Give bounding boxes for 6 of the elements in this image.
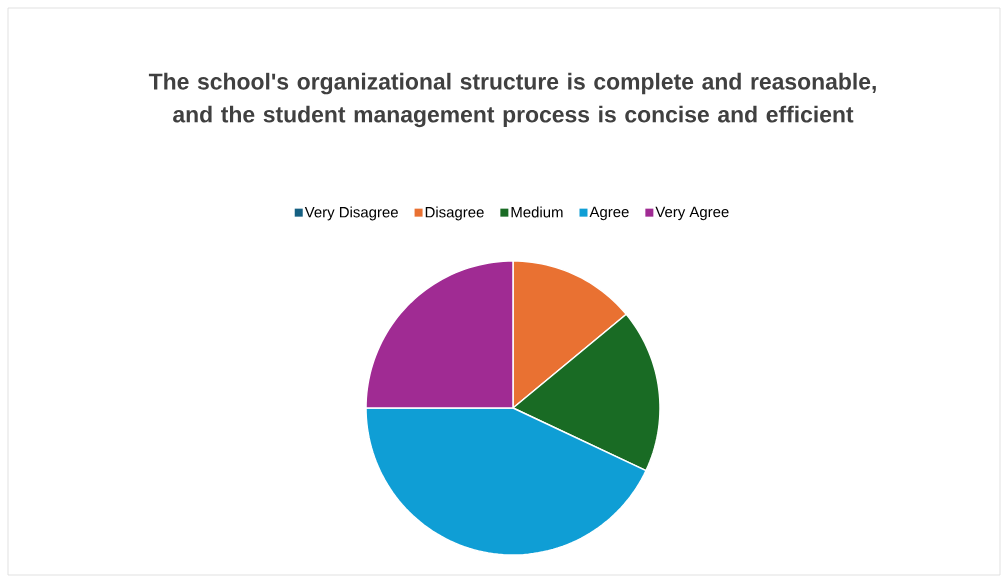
legend-label: Agree (589, 206, 629, 221)
legend-label: Disagree (425, 206, 484, 221)
legend-label: Medium (511, 206, 563, 218)
chart-title: The school's organizational structure is complete and reasonable, and the student management process is concise and efficient (148, 72, 876, 128)
legend-label: Very Agree (655, 206, 729, 221)
legend-label: Very Disagree (304, 206, 398, 221)
